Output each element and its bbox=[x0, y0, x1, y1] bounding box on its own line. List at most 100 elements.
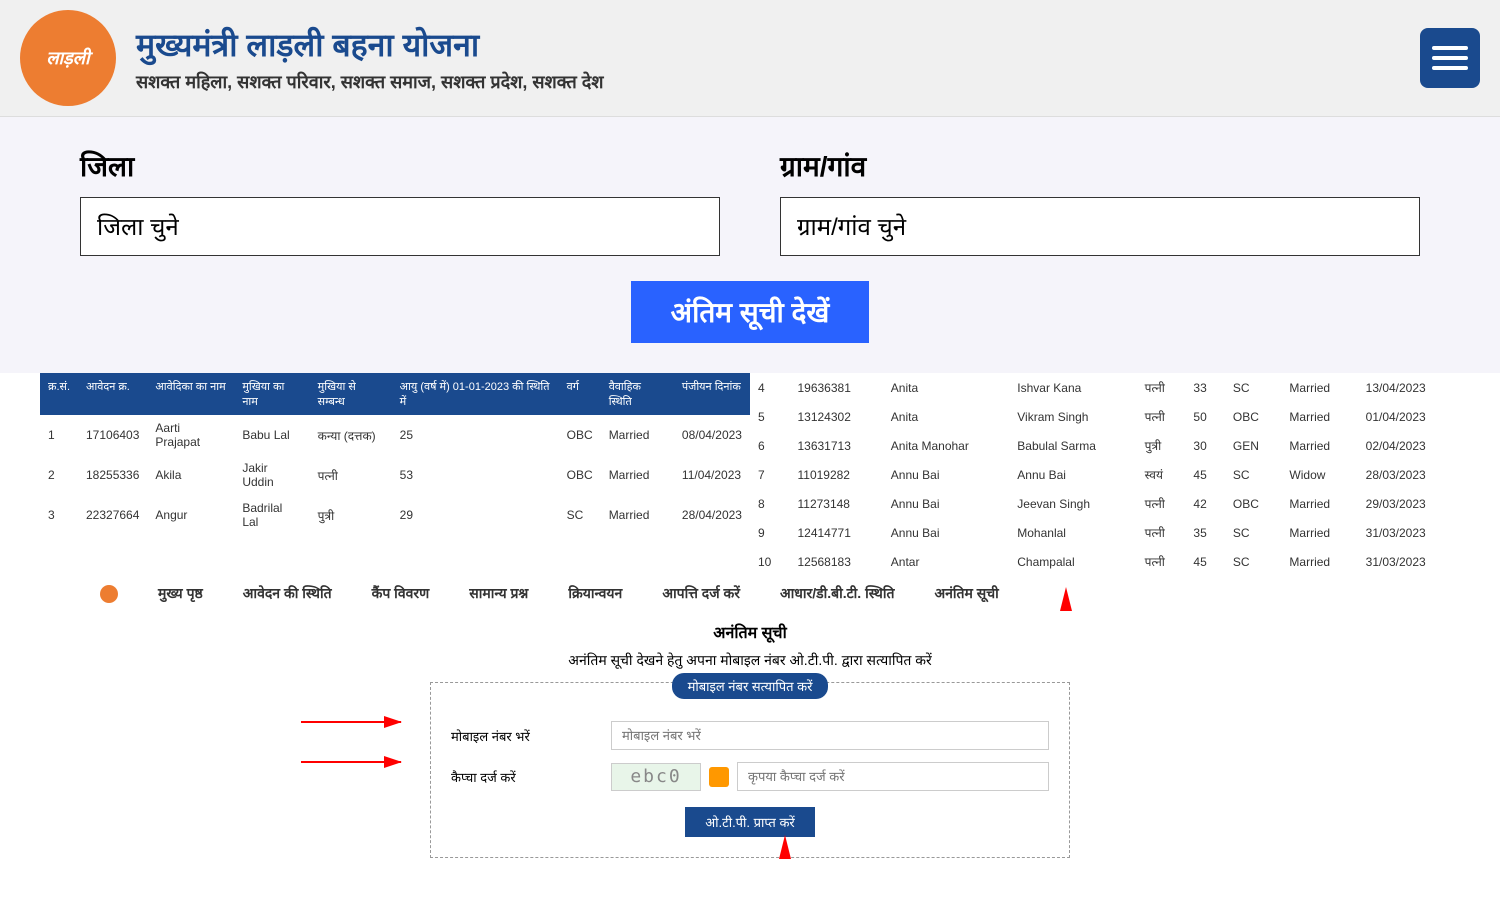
table-cell: 28/03/2023 bbox=[1358, 460, 1460, 489]
table-cell: 6 bbox=[750, 431, 789, 460]
table-cell: Anita Manohar bbox=[883, 431, 1009, 460]
table-cell: पुत्री bbox=[310, 495, 392, 535]
header-bar: लाड़ली मुख्यमंत्री लाड़ली बहना योजना सशक… bbox=[0, 0, 1500, 117]
table-cell: Married bbox=[601, 415, 674, 455]
table-cell: 35 bbox=[1185, 518, 1224, 547]
table-cell: पत्नी bbox=[1137, 373, 1186, 402]
table-cell: Widow bbox=[1281, 460, 1357, 489]
table-cell: Married bbox=[1281, 431, 1357, 460]
nav-item[interactable]: आधार/डी.बी.टी. स्थिति bbox=[780, 584, 894, 603]
table-cell: Married bbox=[601, 455, 674, 495]
table-cell: OBC bbox=[1225, 489, 1282, 518]
table-cell: 13/04/2023 bbox=[1358, 373, 1460, 402]
table-left: क्र.सं. आवेदन क्र. आवेदिका का नाम मुखिया… bbox=[40, 373, 750, 576]
data-table-left: क्र.सं. आवेदन क्र. आवेदिका का नाम मुखिया… bbox=[40, 373, 750, 535]
nav-item[interactable]: कैंप विवरण bbox=[372, 584, 430, 603]
table-cell: 30 bbox=[1185, 431, 1224, 460]
filter-section: जिला जिला चुने ग्राम/गांव ग्राम/गांव चुन… bbox=[0, 117, 1500, 373]
table-cell: Angur bbox=[147, 495, 234, 535]
th-head: मुखिया का नाम bbox=[234, 373, 309, 415]
logo: लाड़ली bbox=[20, 10, 116, 106]
village-filter-group: ग्राम/गांव ग्राम/गांव चुने bbox=[780, 147, 1420, 256]
view-list-button[interactable]: अंतिम सूची देखें bbox=[631, 281, 870, 343]
th-marital: वैवाहिक स्थिति bbox=[601, 373, 674, 415]
table-cell: 25 bbox=[392, 415, 559, 455]
table-row: 1012568183AntarChampalalपत्नी45SCMarried… bbox=[750, 547, 1460, 576]
table-cell: पुत्री bbox=[1137, 431, 1186, 460]
hamburger-line-icon bbox=[1432, 56, 1468, 60]
table-cell: OBC bbox=[1225, 402, 1282, 431]
nav-item[interactable]: आपत्ति दर्ज करें bbox=[662, 584, 740, 603]
captcha-input[interactable] bbox=[737, 762, 1049, 791]
table-cell: 29/03/2023 bbox=[1358, 489, 1460, 518]
table-cell: Badrilal Lal bbox=[234, 495, 309, 535]
table-cell: Jeevan Singh bbox=[1009, 489, 1136, 518]
table-header-row: क्र.सं. आवेदन क्र. आवेदिका का नाम मुखिया… bbox=[40, 373, 750, 415]
table-cell: Married bbox=[601, 495, 674, 535]
table-cell: 18255336 bbox=[78, 455, 147, 495]
table-cell: 50 bbox=[1185, 402, 1224, 431]
table-cell: SC bbox=[1225, 373, 1282, 402]
table-cell: 02/04/2023 bbox=[1358, 431, 1460, 460]
table-cell: 2 bbox=[40, 455, 78, 495]
nav-item[interactable]: अनंतिम सूची bbox=[934, 584, 998, 603]
header-titles: मुख्यमंत्री लाड़ली बहना योजना सशक्त महिल… bbox=[136, 23, 1400, 94]
village-select[interactable]: ग्राम/गांव चुने bbox=[780, 197, 1420, 256]
refresh-icon[interactable] bbox=[709, 767, 729, 787]
logo-text: लाड़ली bbox=[46, 46, 89, 70]
otp-submit-button[interactable]: ओ.टी.पी. प्राप्त करें bbox=[685, 807, 815, 837]
table-cell: पत्नी bbox=[310, 455, 392, 495]
table-cell: 17106403 bbox=[78, 415, 147, 455]
red-arrow-icon bbox=[779, 835, 791, 859]
nav-item[interactable]: क्रियान्वयन bbox=[568, 584, 622, 603]
table-cell: 11/04/2023 bbox=[674, 455, 750, 495]
captcha-image: ebc0 bbox=[611, 763, 701, 791]
table-row: 912414771Annu BaiMohanlalपत्नी35SCMarrie… bbox=[750, 518, 1460, 547]
table-cell: 31/03/2023 bbox=[1358, 518, 1460, 547]
table-cell: Anita bbox=[883, 402, 1009, 431]
table-cell: 11019282 bbox=[789, 460, 882, 489]
table-cell: 12568183 bbox=[789, 547, 882, 576]
hamburger-line-icon bbox=[1432, 46, 1468, 50]
table-cell: 7 bbox=[750, 460, 789, 489]
table-cell: 22327664 bbox=[78, 495, 147, 535]
table-row: 419636381AnitaIshvar Kanaपत्नी33SCMarrie… bbox=[750, 373, 1460, 402]
captcha-box: ebc0 bbox=[611, 762, 1049, 791]
mobile-input[interactable] bbox=[611, 721, 1049, 750]
table-cell: OBC bbox=[559, 415, 601, 455]
table-right: 419636381AnitaIshvar Kanaपत्नी33SCMarrie… bbox=[750, 373, 1460, 576]
th-applicant: आवेदिका का नाम bbox=[147, 373, 234, 415]
table-cell: 1 bbox=[40, 415, 78, 455]
table-cell: Babulal Sarma bbox=[1009, 431, 1136, 460]
district-select[interactable]: जिला चुने bbox=[80, 197, 720, 256]
table-section: क्र.सं. आवेदन क्र. आवेदिका का नाम मुखिया… bbox=[0, 373, 1500, 576]
th-age: आयु (वर्ष में) 01-01-2023 की स्थिति में bbox=[392, 373, 559, 415]
nav-item[interactable]: आवेदन की स्थिति bbox=[243, 584, 332, 603]
table-cell: Annu Bai bbox=[883, 489, 1009, 518]
home-icon[interactable] bbox=[100, 585, 118, 603]
table-cell: 08/04/2023 bbox=[674, 415, 750, 455]
table-cell: 10 bbox=[750, 547, 789, 576]
table-cell: पत्नी bbox=[1137, 547, 1186, 576]
nav-item[interactable]: सामान्य प्रश्न bbox=[469, 584, 528, 603]
table-cell: Antar bbox=[883, 547, 1009, 576]
table-cell: SC bbox=[559, 495, 601, 535]
table-cell: Married bbox=[1281, 373, 1357, 402]
hamburger-menu-button[interactable] bbox=[1420, 28, 1480, 88]
form-box: मोबाइल नंबर सत्यापित करें मोबाइल नंबर भर… bbox=[430, 682, 1070, 858]
sub-title: सशक्त महिला, सशक्त परिवार, सशक्त समाज, स… bbox=[136, 70, 1400, 94]
table-cell: Vikram Singh bbox=[1009, 402, 1136, 431]
hamburger-line-icon bbox=[1432, 66, 1468, 70]
table-row: 513124302AnitaVikram Singhपत्नी50OBCMarr… bbox=[750, 402, 1460, 431]
table-cell: 9 bbox=[750, 518, 789, 547]
table-cell: 4 bbox=[750, 373, 789, 402]
nav-item[interactable]: मुख्य पृष्ठ bbox=[158, 584, 203, 603]
table-cell: SC bbox=[1225, 547, 1282, 576]
form-subtitle: अनंतिम सूची देखने हेतु अपना मोबाइल नंबर … bbox=[0, 651, 1500, 670]
table-cell: 28/04/2023 bbox=[674, 495, 750, 535]
table-cell: 13631713 bbox=[789, 431, 882, 460]
table-cell: 29 bbox=[392, 495, 559, 535]
th-sno: क्र.सं. bbox=[40, 373, 78, 415]
table-row: 218255336AkilaJakir Uddinपत्नी53OBCMarri… bbox=[40, 455, 750, 495]
table-cell: Akila bbox=[147, 455, 234, 495]
